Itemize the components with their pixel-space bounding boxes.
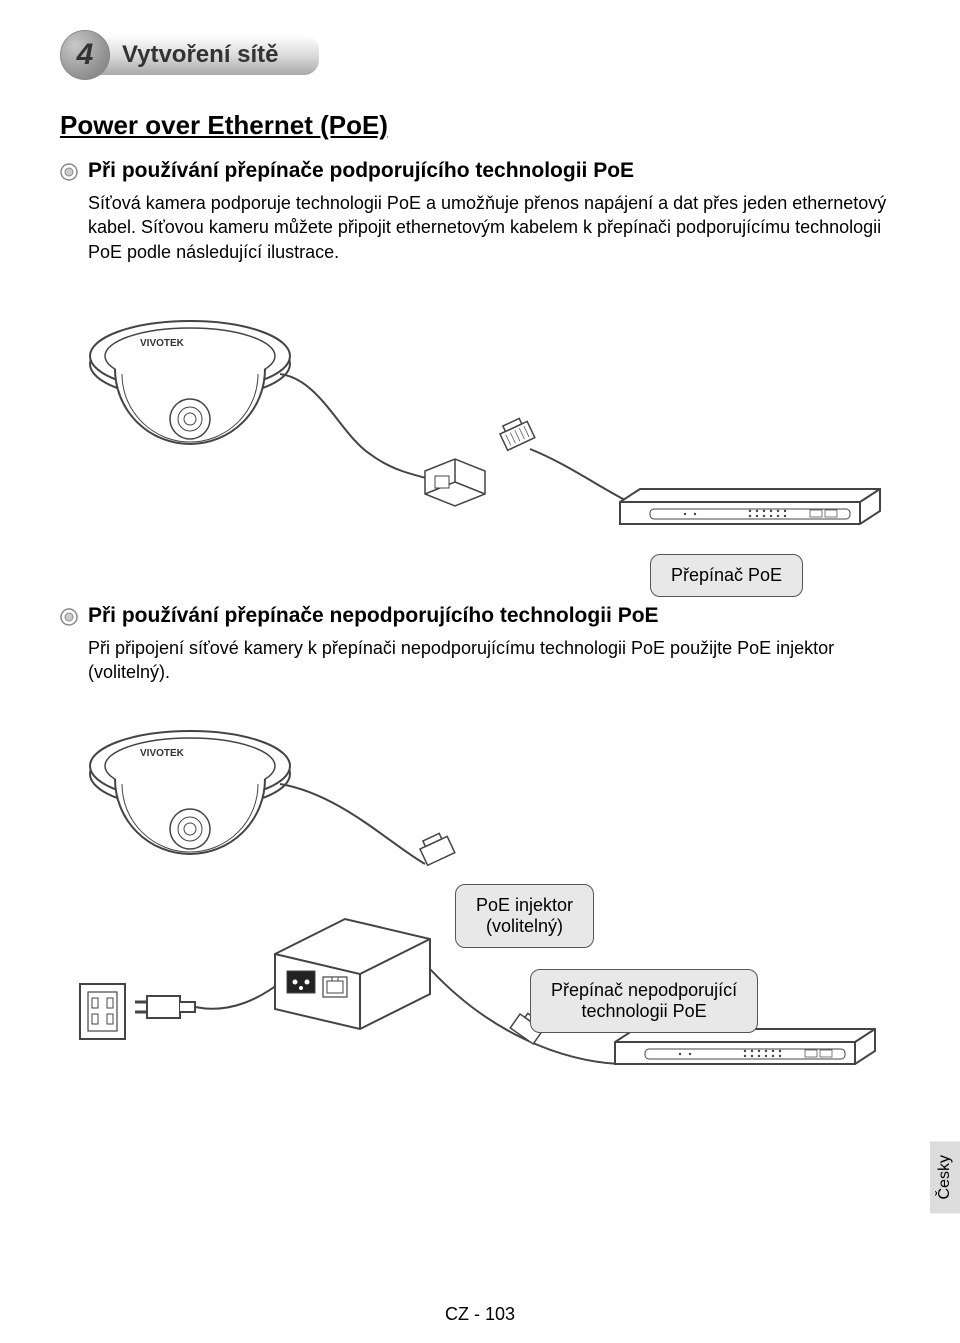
diagram1: VIVOTEK — [60, 274, 900, 604]
cable-line — [280, 784, 425, 864]
bullet-icon — [60, 163, 78, 181]
wall-outlet-icon — [80, 984, 125, 1039]
bullet-icon — [60, 608, 78, 626]
page-footer: CZ - 103 — [0, 1304, 960, 1325]
diagram2-switch-label: Přepínač nepodporující technologii PoE — [530, 969, 758, 1033]
coupler-icon — [425, 459, 485, 506]
power-cable — [195, 979, 285, 1009]
block1-para: Síťová kamera podporuje technologii PoE … — [88, 191, 900, 264]
camera-icon: VIVOTEK — [90, 731, 290, 854]
block2-heading-row: Při používání přepínače nepodporujícího … — [60, 604, 900, 628]
block2-heading: Při používání přepínače nepodporujícího … — [88, 604, 659, 628]
block2-para: Při připojení síťové kamery k přepínači … — [88, 636, 900, 685]
rj45-icon — [417, 831, 454, 865]
block1-heading: Při používání přepínače podporujícího te… — [88, 159, 634, 183]
language-tab: Česky — [930, 1141, 960, 1213]
camera-icon: VIVOTEK — [90, 321, 290, 444]
cable-line — [280, 374, 430, 479]
rj45-icon — [497, 416, 534, 450]
section-title: Power over Ethernet (PoE) — [60, 110, 900, 141]
block1-heading-row: Při používání přepínače podporujícího te… — [60, 159, 900, 183]
step-number-badge: 4 — [60, 30, 110, 80]
svg-text:VIVOTEK: VIVOTEK — [140, 748, 185, 759]
power-plug-icon — [135, 996, 195, 1018]
step-title: Vytvoření sítě — [92, 35, 319, 75]
diagram2-injector-label: PoE injektor (volitelný) — [455, 884, 594, 948]
diagram1-switch-label: Přepínač PoE — [650, 554, 803, 597]
injector-icon — [275, 919, 430, 1029]
step-header: 4 Vytvoření sítě — [60, 30, 900, 80]
step-number: 4 — [77, 38, 94, 72]
camera-brand-text: VIVOTEK — [140, 338, 185, 349]
switch-icon — [620, 489, 880, 524]
diagram2: VIVOTEK — [60, 694, 900, 1094]
switch-icon — [615, 1029, 875, 1064]
